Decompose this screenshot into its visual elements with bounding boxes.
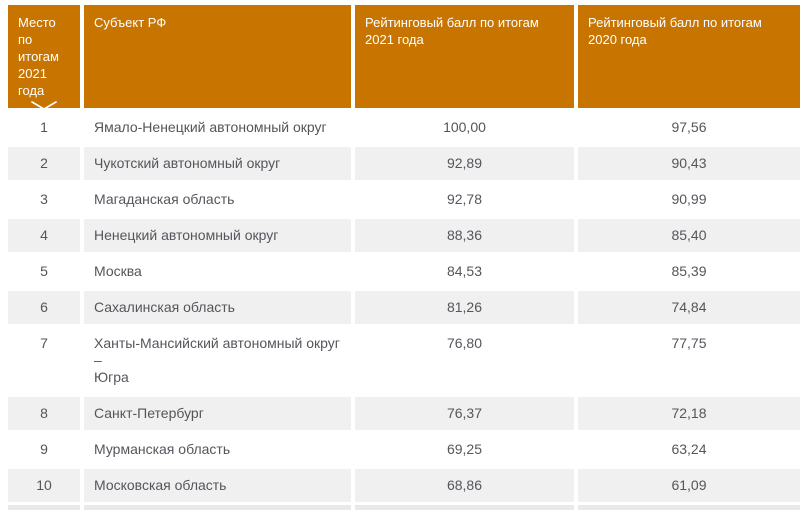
column-header-region-label: Субъект РФ [94, 15, 167, 30]
score-2021-cell: 88,36 [355, 219, 574, 252]
chevron-down-icon[interactable] [18, 101, 70, 118]
column-header-rank[interactable]: Место по итогам 2021 года [8, 5, 80, 110]
score-2021-cell: 84,53 [355, 255, 574, 288]
region-cell: Ямало-Ненецкий автономный округ [84, 111, 351, 144]
region-cell: Сахалинская область [84, 291, 351, 324]
score-2021-cell: 76,80 [355, 327, 574, 394]
rank-cell: 2 [8, 147, 80, 180]
region-cell: Магаданская область [84, 183, 351, 216]
score-2021-cell: 81,26 [355, 291, 574, 324]
score-2021-cell: 69,25 [355, 433, 574, 466]
score-2020-cell: 74,84 [578, 291, 800, 324]
score-2021-cell: 100,00 [355, 111, 574, 144]
region-cell: Москва [84, 255, 351, 288]
region-cell: Московская область [84, 469, 351, 502]
rating-table-wrap: Место по итогам 2021 года Субъект РФ Рей… [8, 5, 800, 510]
rank-cell: 8 [8, 397, 80, 430]
rating-table: Место по итогам 2021 года Субъект РФ Рей… [8, 5, 800, 510]
rank-cell: 5 [8, 255, 80, 288]
region-cell: Мурманская область [84, 433, 351, 466]
next-row-partial-cell [578, 505, 800, 510]
score-2020-cell: 85,40 [578, 219, 800, 252]
next-row-partial-cell [8, 505, 80, 510]
score-2020-cell: 90,43 [578, 147, 800, 180]
score-2020-cell: 90,99 [578, 183, 800, 216]
rank-cell: 3 [8, 183, 80, 216]
score-2020-cell: 85,39 [578, 255, 800, 288]
score-2021-cell: 76,37 [355, 397, 574, 430]
rank-cell: 1 [8, 111, 80, 144]
score-2020-cell: 72,18 [578, 397, 800, 430]
column-header-region: Субъект РФ [84, 5, 351, 108]
rank-cell: 4 [8, 219, 80, 252]
region-cell: Санкт-Петербург [84, 397, 351, 430]
rank-cell: 9 [8, 433, 80, 466]
region-cell: Ненецкий автономный округ [84, 219, 351, 252]
rank-cell: 10 [8, 469, 80, 502]
column-header-score-2021-label: Рейтинговый балл по итогам 2021 года [365, 15, 539, 47]
score-2020-cell: 97,56 [578, 111, 800, 144]
column-header-score-2020-label: Рейтинговый балл по итогам 2020 года [588, 15, 762, 47]
column-header-rank-label: Место по итогам 2021 года [18, 15, 59, 98]
column-header-score-2020: Рейтинговый балл по итогам 2020 года [578, 5, 800, 108]
score-2021-cell: 92,89 [355, 147, 574, 180]
region-cell: Чукотский автономный округ [84, 147, 351, 180]
score-2021-cell: 92,78 [355, 183, 574, 216]
score-2020-cell: 77,75 [578, 327, 800, 394]
next-row-partial-cell [355, 505, 574, 510]
rank-cell: 7 [8, 327, 80, 394]
region-cell: Ханты-Мансийский автономный округ – Югра [84, 327, 351, 394]
score-2021-cell: 68,86 [355, 469, 574, 502]
rank-cell: 6 [8, 291, 80, 324]
score-2020-cell: 63,24 [578, 433, 800, 466]
next-row-partial-cell [84, 505, 351, 510]
score-2020-cell: 61,09 [578, 469, 800, 502]
column-header-score-2021: Рейтинговый балл по итогам 2021 года [355, 5, 574, 108]
